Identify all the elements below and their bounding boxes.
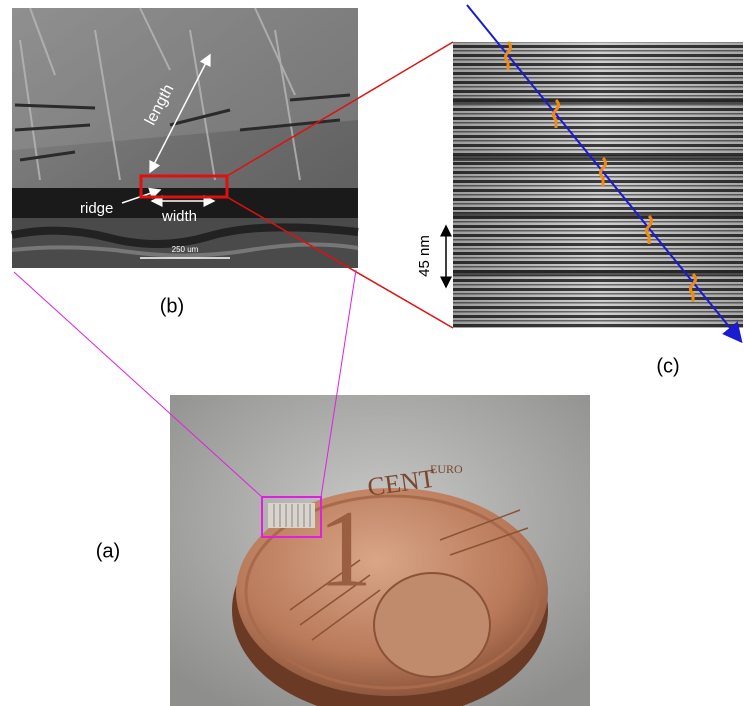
tem-scale-label: 45 nm	[416, 235, 433, 277]
tem-image	[453, 5, 743, 340]
page: 250 um length ridge width 45 nm (b)	[0, 0, 744, 706]
sem-image: 250 um length ridge width	[12, 8, 358, 268]
ridge-label: ridge	[80, 200, 113, 217]
coin-euro: EURO	[430, 462, 463, 476]
panel-label: (a)	[96, 540, 120, 562]
sem-scale-bar: 250 um	[172, 245, 199, 254]
width-label: width	[161, 208, 197, 225]
figure: 250 um length ridge width 45 nm (b)	[0, 0, 744, 706]
panel-label: (c)	[656, 355, 679, 377]
coin-photo: 1 EURO CENT	[170, 395, 590, 706]
zoom-line	[14, 272, 262, 497]
panel-label: (b)	[160, 295, 184, 317]
coin-denomination: 1	[318, 487, 373, 609]
